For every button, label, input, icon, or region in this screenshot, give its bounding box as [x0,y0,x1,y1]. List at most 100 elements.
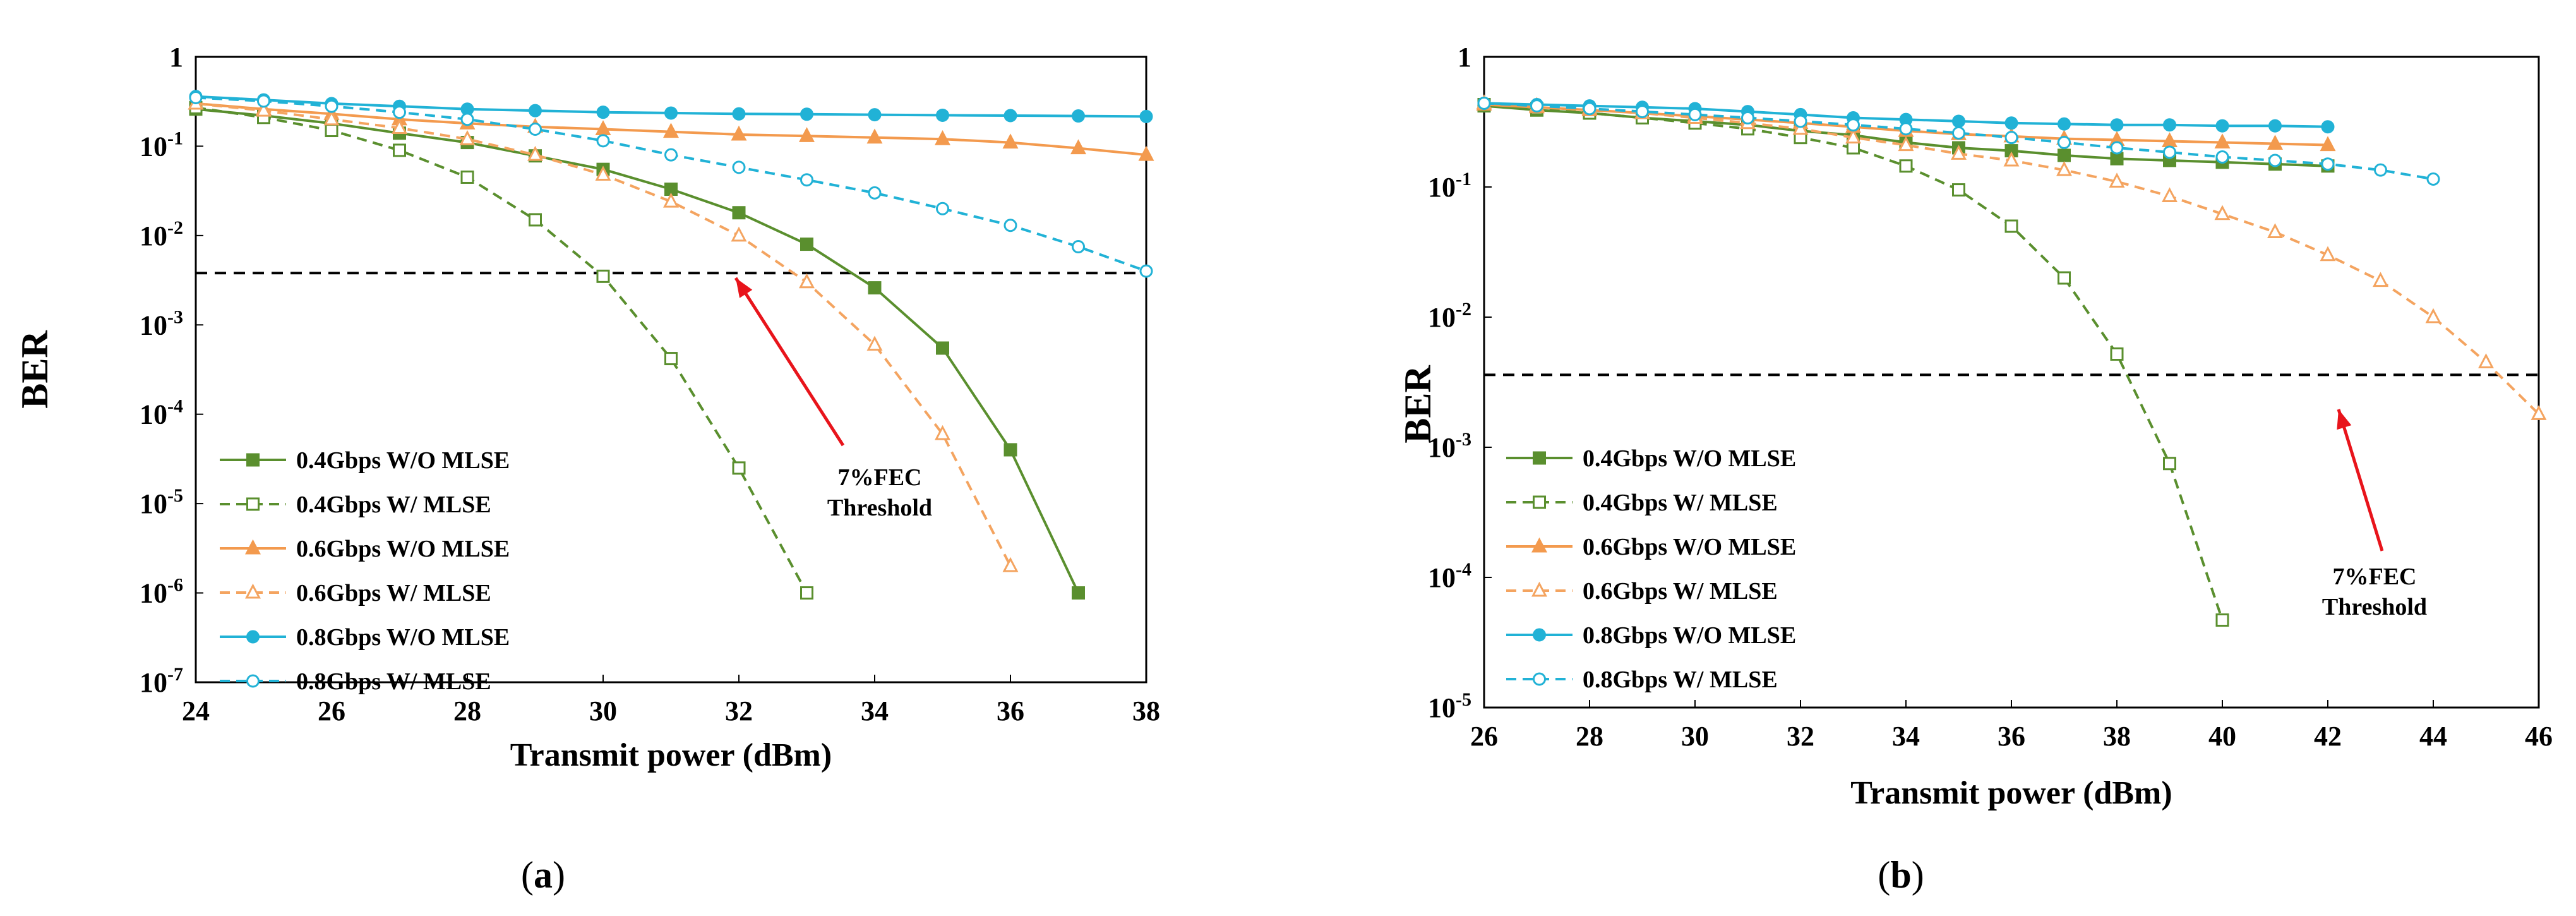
data-point [2004,131,2018,145]
y-tick-exponent: -2 [1456,299,1471,320]
data-point [2004,116,2018,130]
data-point [595,166,611,181]
y-tick-base: 10 [140,131,167,162]
x-tick-label: 36 [1998,721,2025,752]
data-point [936,341,949,355]
data-point [393,105,406,119]
y-tick-base: 10 [140,399,167,430]
x-tick-label: 26 [1470,721,1498,752]
data-point [529,213,542,227]
legend: 0.4Gbps W/O MLSE 0.4Gbps W/ MLSE 0.6Gbps W… [220,447,510,695]
caption-close: ) [1912,854,1924,896]
data-point [1072,586,1085,600]
data-point [663,192,679,208]
data-point [1847,141,1860,155]
legend-label: 0.8Gbps W/O MLSE [296,624,510,651]
x-tick-label: 30 [1681,721,1709,752]
data-point [393,143,406,157]
y-tick-base: 10 [140,488,167,519]
data-point [1688,107,1702,121]
y-tick-label: 1 [169,42,183,73]
data-point [256,101,272,117]
plot-frame [195,56,1147,684]
data-point [2214,133,2231,148]
series-line [195,107,1080,594]
legend-marker [1533,451,1546,465]
chart-panel-a: 110-110-210-310-410-510-610-724 26 28 30 32 3… [14,42,1160,896]
legend: 0.4Gbps W/O MLSE 0.4Gbps W/ MLSE 0.6Gbps W… [1506,445,1796,693]
data-point [2215,613,2229,627]
x-tick-label: 34 [861,696,889,726]
data-point [2110,152,2124,166]
data-point [323,110,340,126]
data-point [1951,145,1967,160]
x-tick-label: 32 [725,696,753,726]
legend-marker [245,539,261,555]
series-line [195,106,808,594]
data-point [596,269,610,283]
data-point [731,226,747,242]
legend-label: 0.6Gbps W/ MLSE [296,580,491,606]
data-point [2373,272,2388,287]
data-point [868,281,882,295]
x-tick-label: 38 [2103,721,2131,752]
series-line [1483,103,2224,621]
data-point [868,186,882,200]
data-point [732,461,746,475]
y-tick-label: 10-1 [1428,169,1471,203]
data-point [2110,118,2124,132]
data-point [2214,205,2231,220]
data-point [868,108,882,122]
data-point [664,352,678,366]
data-point [664,106,678,120]
y-tick-label: 10-4 [140,396,183,430]
data-point [2058,117,2071,131]
data-point [663,123,679,138]
data-point [189,90,203,104]
data-point [2374,163,2387,177]
data-point [664,148,678,162]
x-tick-label: 46 [2525,721,2553,752]
data-point [1899,159,1913,173]
data-point [1741,111,1754,125]
y-tick-exponent: -3 [167,306,183,327]
data-point [1139,264,1153,278]
series-0-6gbps-w-mlse [188,94,1019,572]
data-point [527,145,543,161]
y-tick-label: 10-3 [140,306,183,340]
data-point [2003,151,2020,167]
y-tick-label: 10-6 [140,575,183,609]
data-point [2162,187,2178,203]
data-point [936,202,949,215]
data-point [596,105,610,119]
data-point [1002,557,1019,572]
data-point [1899,122,1913,136]
y-tick-base: 10 [1428,172,1456,203]
x-tick-label: 24 [182,696,210,726]
data-point [1847,118,1860,132]
caption-letter: b [1890,854,1911,896]
data-point [2215,150,2229,164]
y-tick-exponent: -7 [167,664,183,685]
data-point [732,107,746,121]
y-tick-label: 10-3 [1428,429,1471,463]
legend-marker [246,497,260,511]
legend-label: 0.8Gbps W/ MLSE [296,668,491,695]
data-point [936,108,949,122]
fec-arrow-head [2337,409,2352,430]
data-point [1952,183,1965,197]
y-tick-exponent: -5 [167,485,183,506]
x-tick-label: 30 [589,696,617,726]
legend-label: 0.4Gbps W/ MLSE [296,491,491,518]
data-point [2320,136,2336,152]
data-point [2109,172,2125,188]
data-point [1003,109,1017,123]
x-tick-label: 42 [2314,721,2342,752]
legend-label: 0.6Gbps W/ MLSE [1583,578,1778,605]
fec-arrow-head [736,278,753,298]
legend-label: 0.4Gbps W/O MLSE [1583,445,1796,472]
data-point [2267,135,2283,150]
data-point [460,170,474,184]
data-point [800,173,813,187]
data-point [732,160,746,174]
